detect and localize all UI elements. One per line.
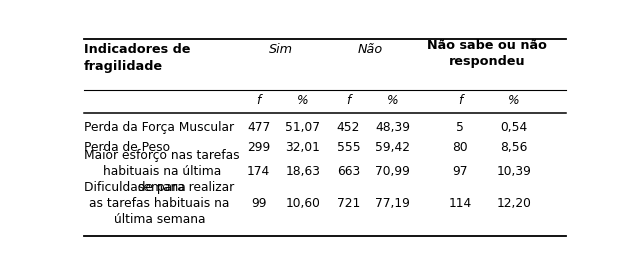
Text: Maior esforço nas tarefas
habituais na última
semana: Maior esforço nas tarefas habituais na ú… (84, 149, 240, 194)
Text: 5: 5 (456, 121, 464, 134)
Text: 8,56: 8,56 (500, 141, 527, 154)
Text: Dificuldade para realizar
as tarefas habituais na
última semana: Dificuldade para realizar as tarefas hab… (84, 181, 235, 226)
Text: 51,07: 51,07 (285, 121, 320, 134)
Text: f: f (256, 95, 261, 107)
Text: 10,60: 10,60 (285, 197, 320, 210)
Text: %: % (297, 95, 309, 107)
Text: 18,63: 18,63 (285, 165, 320, 178)
Text: Sim: Sim (269, 43, 293, 56)
Text: 452: 452 (337, 121, 360, 134)
Text: 80: 80 (452, 141, 468, 154)
Text: %: % (508, 95, 520, 107)
Text: 663: 663 (337, 165, 360, 178)
Text: 299: 299 (247, 141, 270, 154)
Text: 10,39: 10,39 (496, 165, 531, 178)
Text: 114: 114 (448, 197, 472, 210)
Text: 48,39: 48,39 (375, 121, 410, 134)
Text: 0,54: 0,54 (500, 121, 527, 134)
Text: 477: 477 (247, 121, 270, 134)
Text: Perda da Força Muscular: Perda da Força Muscular (84, 121, 235, 134)
Text: 70,99: 70,99 (375, 165, 410, 178)
Text: %: % (387, 95, 399, 107)
Text: 555: 555 (337, 141, 360, 154)
Text: 97: 97 (452, 165, 468, 178)
Text: Perda de Peso: Perda de Peso (84, 141, 171, 154)
Text: 174: 174 (247, 165, 270, 178)
Text: Não sabe ou não
respondeu: Não sabe ou não respondeu (427, 39, 547, 68)
Text: 12,20: 12,20 (496, 197, 531, 210)
Text: Não: Não (358, 43, 383, 56)
Text: 99: 99 (251, 197, 266, 210)
Text: 77,19: 77,19 (375, 197, 410, 210)
Text: 59,42: 59,42 (375, 141, 410, 154)
Text: Indicadores de
fragilidade: Indicadores de fragilidade (84, 43, 191, 73)
Text: f: f (346, 95, 351, 107)
Text: 32,01: 32,01 (285, 141, 320, 154)
Text: f: f (458, 95, 462, 107)
Text: 721: 721 (337, 197, 360, 210)
